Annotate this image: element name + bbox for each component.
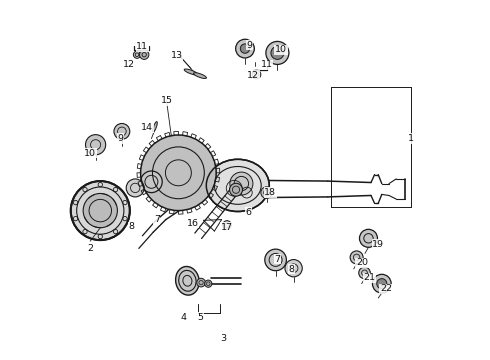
Circle shape bbox=[141, 171, 162, 193]
Text: 8: 8 bbox=[289, 265, 295, 274]
Circle shape bbox=[222, 221, 231, 229]
Ellipse shape bbox=[206, 159, 270, 212]
Text: 20: 20 bbox=[356, 258, 368, 267]
Circle shape bbox=[71, 181, 130, 240]
Circle shape bbox=[252, 70, 261, 79]
Text: 16: 16 bbox=[187, 219, 199, 228]
Circle shape bbox=[114, 123, 130, 139]
Text: 5: 5 bbox=[197, 313, 203, 322]
Text: 6: 6 bbox=[245, 208, 251, 217]
Text: 17: 17 bbox=[221, 223, 233, 232]
Text: 11: 11 bbox=[261, 60, 272, 69]
Circle shape bbox=[229, 183, 243, 196]
Text: 8: 8 bbox=[128, 222, 135, 231]
Text: 22: 22 bbox=[380, 284, 392, 293]
Circle shape bbox=[205, 280, 212, 287]
Circle shape bbox=[271, 46, 284, 59]
Text: 18: 18 bbox=[264, 188, 276, 197]
Text: 4: 4 bbox=[181, 313, 187, 322]
Text: 7: 7 bbox=[154, 215, 160, 224]
Circle shape bbox=[240, 44, 250, 53]
Circle shape bbox=[141, 135, 216, 211]
Circle shape bbox=[86, 135, 106, 155]
Text: 2: 2 bbox=[87, 244, 93, 253]
Circle shape bbox=[236, 39, 254, 58]
Text: 7: 7 bbox=[274, 255, 280, 264]
Text: 19: 19 bbox=[372, 240, 384, 248]
Text: 11: 11 bbox=[136, 42, 148, 51]
Circle shape bbox=[372, 274, 391, 293]
Circle shape bbox=[377, 279, 387, 289]
Ellipse shape bbox=[175, 266, 199, 295]
Circle shape bbox=[285, 260, 302, 277]
Text: 9: 9 bbox=[246, 41, 253, 50]
Circle shape bbox=[261, 187, 272, 198]
Circle shape bbox=[126, 179, 144, 197]
Circle shape bbox=[265, 249, 286, 271]
Circle shape bbox=[197, 278, 205, 287]
Ellipse shape bbox=[153, 122, 157, 132]
Ellipse shape bbox=[194, 73, 206, 78]
Text: 13: 13 bbox=[171, 51, 183, 60]
Text: 12: 12 bbox=[247, 71, 259, 80]
Text: 9: 9 bbox=[118, 134, 124, 143]
Text: 12: 12 bbox=[123, 60, 135, 69]
Circle shape bbox=[230, 172, 253, 195]
Ellipse shape bbox=[184, 69, 198, 75]
Circle shape bbox=[133, 51, 141, 58]
Circle shape bbox=[140, 50, 149, 59]
Text: 1: 1 bbox=[408, 134, 414, 143]
Circle shape bbox=[350, 251, 363, 264]
Text: 14: 14 bbox=[141, 123, 153, 132]
Circle shape bbox=[359, 267, 370, 279]
Text: 15: 15 bbox=[161, 96, 172, 105]
Text: 21: 21 bbox=[363, 274, 375, 282]
Text: 3: 3 bbox=[220, 334, 226, 343]
Circle shape bbox=[83, 193, 118, 228]
Circle shape bbox=[360, 229, 377, 247]
Text: 10: 10 bbox=[84, 149, 96, 158]
Text: 10: 10 bbox=[275, 45, 287, 54]
Circle shape bbox=[266, 41, 289, 64]
